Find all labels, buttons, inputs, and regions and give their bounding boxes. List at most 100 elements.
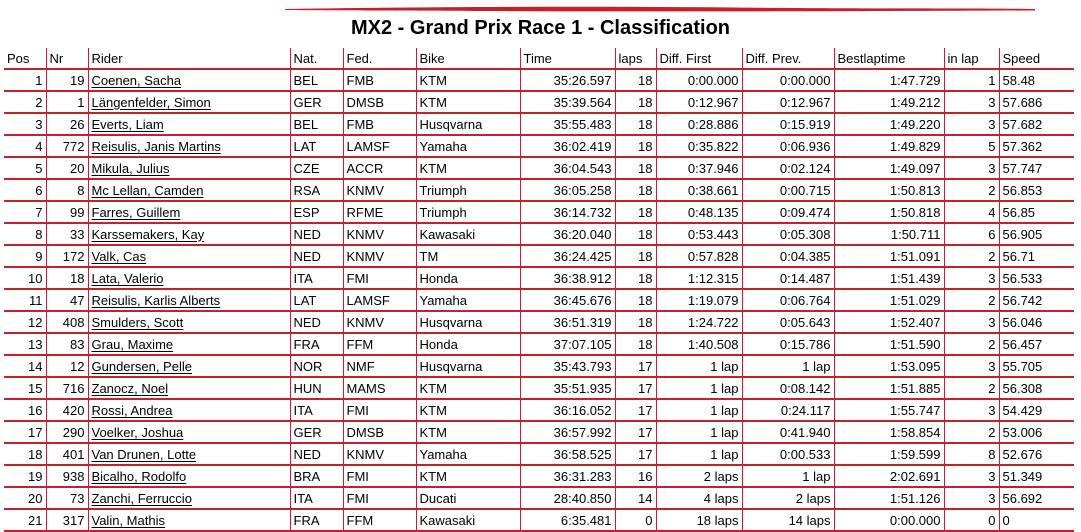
cell-bike: TM (415, 245, 520, 268)
column-header-in-lap: in lap (943, 48, 999, 70)
rider-link[interactable]: Van Drunen, Lotte (91, 446, 197, 462)
cell-fed: DMSB (342, 91, 416, 114)
table-row: 19 938 Bicalho, Rodolfo BRA FMI KTM 36:31.283 1… (4, 465, 1074, 488)
cell-nr: 26 (45, 113, 88, 136)
rider-link[interactable]: Smulders, Scott (91, 314, 184, 330)
cell-diff-first: 0:38.661 (655, 179, 742, 202)
cell-rider: Valin, Mathis (87, 509, 290, 532)
rider-link[interactable]: Reisulis, Janis Martins (91, 138, 221, 154)
cell-time: 6:35.481 (519, 509, 615, 532)
cell-pos: 21 (4, 509, 46, 532)
table-row: 5 20 Mikula, Julius CZE ACCR KTM 36:04.543 18 0:… (4, 157, 1074, 180)
cell-speed: 58.48 (998, 69, 1074, 92)
rider-link[interactable]: Rossi, Andrea (91, 402, 173, 418)
cell-bike: KTM (415, 91, 520, 114)
cell-laps: 14 (614, 487, 656, 510)
rider-link[interactable]: Valin, Mathis (91, 512, 165, 528)
rider-link[interactable]: Bicalho, Rodolfo (91, 468, 187, 484)
cell-nr: 172 (45, 245, 88, 268)
rider-link[interactable]: Coenen, Sacha (91, 72, 182, 88)
cell-nat: GER (289, 91, 343, 114)
cell-nr: 8 (45, 179, 88, 202)
table-row: 9 172 Valk, Cas NED KNMV TM 36:24.425 18 0:57.82… (4, 245, 1074, 268)
cell-diff-prev: 0:05.308 (741, 223, 834, 246)
classification-table: Pos Nr Rider Nat. Fed. Bike Time laps Diff. Firs… (4, 48, 1074, 532)
cell-pos: 5 (4, 157, 46, 180)
cell-pos: 19 (4, 465, 46, 488)
cell-nr: 1 (45, 91, 88, 114)
cell-speed: 56.046 (998, 311, 1074, 334)
rider-link[interactable]: Mc Lellan, Camden (91, 182, 204, 198)
cell-laps: 17 (614, 355, 656, 378)
cell-nr: 47 (45, 289, 88, 312)
cell-speed: 57.362 (998, 135, 1074, 158)
cell-speed: 56.905 (998, 223, 1074, 246)
column-header-nat: Nat. (289, 48, 343, 70)
cell-laps: 18 (614, 223, 656, 246)
cell-fed: FMI (342, 487, 416, 510)
cell-nr: 99 (45, 201, 88, 224)
cell-fed: FMI (342, 465, 416, 488)
cell-pos: 15 (4, 377, 46, 400)
table-row: 21 317 Valin, Mathis FRA FFM Kawasaki 6:35.481… (4, 509, 1074, 532)
cell-nr: 19 (45, 69, 88, 92)
cell-in-lap: 0 (943, 509, 999, 532)
cell-in-lap: 3 (943, 311, 999, 334)
cell-time: 36:31.283 (519, 465, 615, 488)
rider-link[interactable]: Reisulis, Karlis Alberts (91, 292, 221, 308)
cell-pos: 16 (4, 399, 46, 422)
cell-speed: 53.006 (998, 421, 1074, 444)
cell-rider: Längenfelder, Simon (87, 91, 290, 114)
cell-nat: BRA (289, 465, 343, 488)
cell-rider: Reisulis, Karlis Alberts (87, 289, 290, 312)
cell-rider: Zanocz, Noel (87, 377, 290, 400)
cell-diff-prev: 2 laps (741, 487, 834, 510)
cell-nat: NED (289, 245, 343, 268)
cell-pos: 14 (4, 355, 46, 378)
cell-diff-prev: 0:15.786 (741, 333, 834, 356)
cell-rider: Voelker, Joshua (87, 421, 290, 444)
cell-nr: 401 (45, 443, 88, 466)
rider-link[interactable]: Mikula, Julius (91, 160, 170, 176)
cell-pos: 17 (4, 421, 46, 444)
cell-in-lap: 2 (943, 421, 999, 444)
cell-diff-prev: 0:05.643 (741, 311, 834, 334)
rider-link[interactable]: Everts, Liam (91, 116, 164, 132)
cell-diff-first: 0:37.946 (655, 157, 742, 180)
cell-speed: 57.747 (998, 157, 1074, 180)
column-header-diff-prev: Diff. Prev. (741, 48, 834, 70)
cell-bike: Honda (415, 333, 520, 356)
cell-bestlaptime: 1:51.091 (833, 245, 944, 268)
rider-link[interactable]: Längenfelder, Simon (91, 94, 211, 110)
cell-laps: 16 (614, 465, 656, 488)
cell-bike: KTM (415, 69, 520, 92)
cell-rider: Grau, Maxime (87, 333, 290, 356)
cell-diff-prev: 0:09.474 (741, 201, 834, 224)
column-header-pos: Pos (4, 48, 46, 70)
rider-link[interactable]: Farres, Guillem (91, 204, 181, 220)
rider-link[interactable]: Zanocz, Noel (91, 380, 169, 396)
cell-time: 35:55.483 (519, 113, 615, 136)
rider-link[interactable]: Grau, Maxime (91, 336, 174, 352)
rider-link[interactable]: Gundersen, Pelle (91, 358, 192, 374)
cell-fed: FMB (342, 69, 416, 92)
table-row: 15 716 Zanocz, Noel HUN MAMS KTM 35:51.935 17 1 … (4, 377, 1074, 400)
cell-fed: FMB (342, 113, 416, 136)
cell-bike: Triumph (415, 201, 520, 224)
cell-bestlaptime: 1:55.747 (833, 399, 944, 422)
rider-link[interactable]: Voelker, Joshua (91, 424, 184, 440)
rider-link[interactable]: Lata, Valerio (91, 270, 164, 286)
cell-time: 36:58.525 (519, 443, 615, 466)
rider-link[interactable]: Valk, Cas (91, 248, 147, 264)
cell-diff-first: 1:19.079 (655, 289, 742, 312)
cell-speed: 57.682 (998, 113, 1074, 136)
rider-link[interactable]: Zanchi, Ferruccio (91, 490, 192, 506)
column-header-time: Time (519, 48, 615, 70)
rider-link[interactable]: Karssemakers, Kay (91, 226, 205, 242)
cell-bike: KTM (415, 465, 520, 488)
table-header-row: Pos Nr Rider Nat. Fed. Bike Time laps Diff. Firs… (4, 48, 1074, 70)
cell-diff-first: 1 lap (655, 355, 742, 378)
table-row: 4 772 Reisulis, Janis Martins LAT LAMSF Yamah… (4, 135, 1074, 158)
cell-bestlaptime: 1:49.212 (833, 91, 944, 114)
cell-in-lap: 2 (943, 289, 999, 312)
